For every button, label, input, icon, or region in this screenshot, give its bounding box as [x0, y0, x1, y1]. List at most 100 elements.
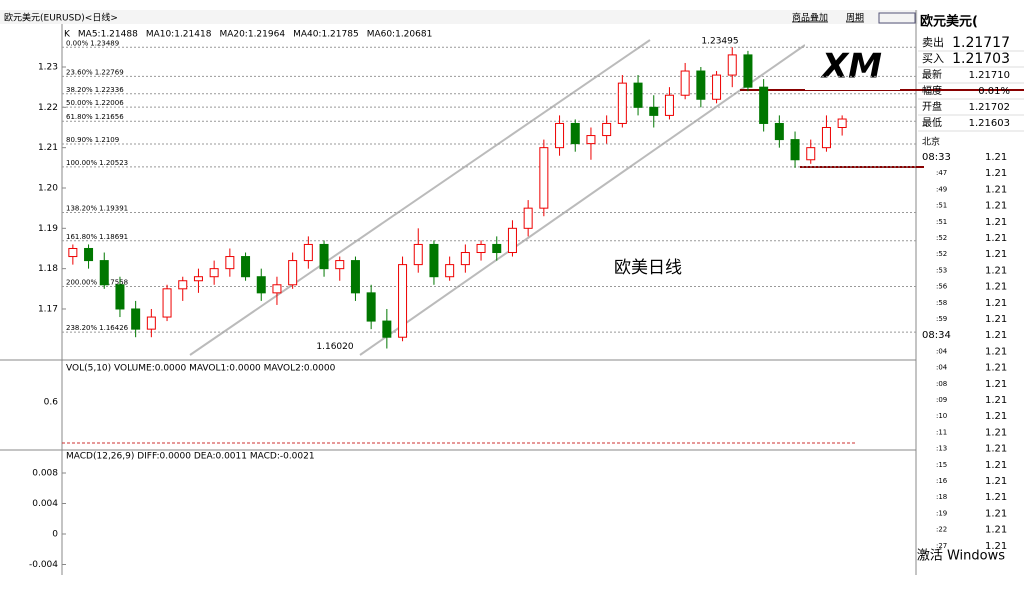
- tick-price: 1.21: [985, 152, 1007, 163]
- ma-legend: K: [64, 30, 71, 40]
- tick-time: :11: [936, 428, 947, 436]
- period-button[interactable]: 周期: [846, 13, 864, 24]
- tick-price: 1.21: [985, 298, 1007, 309]
- tick-time: :19: [936, 509, 947, 517]
- y-tick-label: -0.004: [29, 560, 58, 570]
- macd-legend: MACD(12,26,9) DIFF:0.0000 DEA:0.0011 MAC…: [66, 452, 315, 462]
- fib-price: 1.21656: [95, 113, 124, 121]
- candle-body: [806, 147, 816, 161]
- candle-body: [84, 247, 94, 262]
- candle-body: [539, 147, 549, 209]
- tick-time: :59: [936, 315, 947, 323]
- fib-level: 100.00%: [66, 159, 97, 167]
- fib-price: 1.2109: [95, 136, 120, 144]
- y-tick-label: 0.008: [32, 469, 58, 479]
- fib-level: 50.00%: [66, 99, 93, 107]
- tick-time: 08:34: [922, 330, 951, 341]
- quote-value: 0.01%: [978, 86, 1010, 97]
- candle-body: [602, 122, 612, 137]
- tick-time: :51: [936, 218, 947, 226]
- y-tick-label: 1.21: [38, 143, 58, 153]
- candle-body: [398, 264, 408, 338]
- tick-time: :27: [936, 542, 947, 550]
- candle-body: [131, 308, 141, 330]
- y-tick-label: 1.22: [38, 103, 58, 113]
- quote-title: 欧元美元(: [920, 14, 978, 30]
- ma-legend: MA10:1.21418: [146, 30, 212, 40]
- fib-level: 200.00%: [66, 278, 97, 286]
- overlay-button[interactable]: 商品叠加: [792, 12, 828, 24]
- tick-price: 1.21: [985, 541, 1007, 552]
- watermark: 欧美日线: [614, 258, 682, 278]
- tick-price: 1.21: [985, 184, 1007, 195]
- tick-time: :52: [936, 250, 947, 258]
- candle-body: [366, 292, 376, 322]
- candle-body: [288, 260, 298, 286]
- quote-value: 1.21603: [969, 118, 1010, 129]
- tick-time: 08:33: [922, 152, 951, 163]
- fib-price: 1.23489: [90, 39, 119, 47]
- candle-body: [774, 122, 784, 141]
- quote-label: 幅度: [922, 84, 942, 97]
- candle-body: [821, 126, 831, 149]
- channel-line: [189, 39, 651, 356]
- quote-label: 卖出: [922, 35, 944, 49]
- candle-body: [680, 70, 690, 96]
- candle-body: [99, 260, 109, 286]
- fib-price: 1.16426: [99, 324, 128, 332]
- ma-legend: MA40:1.21785: [293, 30, 359, 40]
- logo: XM: [820, 47, 882, 87]
- tick-price: 1.21: [985, 476, 1007, 487]
- y-tick-label: 0.004: [32, 499, 58, 509]
- tick-time: :09: [936, 396, 947, 404]
- candle-body: [586, 135, 596, 145]
- ma-legend: MA5:1.21488: [78, 30, 138, 40]
- candle-body: [115, 284, 125, 310]
- fib-level: 238.20%: [66, 324, 97, 332]
- candle-body: [633, 82, 643, 108]
- candle-body: [570, 122, 580, 145]
- candle-body: [68, 247, 78, 258]
- candle-body: [460, 252, 470, 266]
- y-tick-label: 0.6: [44, 398, 59, 408]
- fib-price: 1.22769: [95, 68, 124, 76]
- tick-price: 1.21: [985, 282, 1007, 293]
- fib-level: 61.80%: [66, 113, 93, 121]
- volume-legend: VOL(5,10) VOLUME:0.0000 MAVOL1:0.0000 MA…: [66, 364, 336, 374]
- candle-body: [790, 139, 800, 161]
- high-label: 1.23495: [701, 37, 738, 47]
- candle-body: [555, 122, 565, 149]
- y-tick-label: 1.18: [38, 264, 58, 274]
- quote-value: 1.21702: [969, 102, 1010, 113]
- candle-body: [272, 284, 282, 294]
- candle-body: [178, 280, 188, 290]
- tick-time: :04: [936, 347, 948, 355]
- logo-box: [805, 45, 900, 90]
- candle-body: [649, 106, 659, 116]
- fib-price: 1.22336: [95, 86, 124, 94]
- tick-price: 1.21: [985, 444, 1007, 455]
- candle-body: [759, 86, 769, 124]
- candle-body: [303, 243, 313, 262]
- layout-buttons[interactable]: [878, 12, 916, 24]
- fib-level: 38.20%: [66, 86, 93, 94]
- chart-title: 欧元美元(EURUSD)<日线>: [4, 12, 118, 24]
- fib-price: 1.18691: [99, 233, 128, 241]
- candle-body: [492, 243, 502, 254]
- candle-body: [445, 264, 455, 278]
- y-tick-label: 1.23: [38, 63, 58, 73]
- tick-price: 1.21: [985, 460, 1007, 471]
- candle-body: [696, 70, 706, 100]
- fib-price: 1.17558: [99, 278, 128, 286]
- candle-body: [350, 260, 360, 294]
- y-tick-label: 1.17: [38, 304, 58, 314]
- fib-level: 0.00%: [66, 39, 89, 47]
- candle-body: [241, 256, 251, 278]
- low-label: 1.16020: [316, 342, 353, 352]
- tick-price: 1.21: [985, 314, 1007, 325]
- tick-price: 1.21: [985, 330, 1007, 341]
- tick-price: 1.21: [985, 233, 1007, 244]
- quote-label: 买入: [922, 52, 944, 65]
- candle-body: [225, 256, 235, 270]
